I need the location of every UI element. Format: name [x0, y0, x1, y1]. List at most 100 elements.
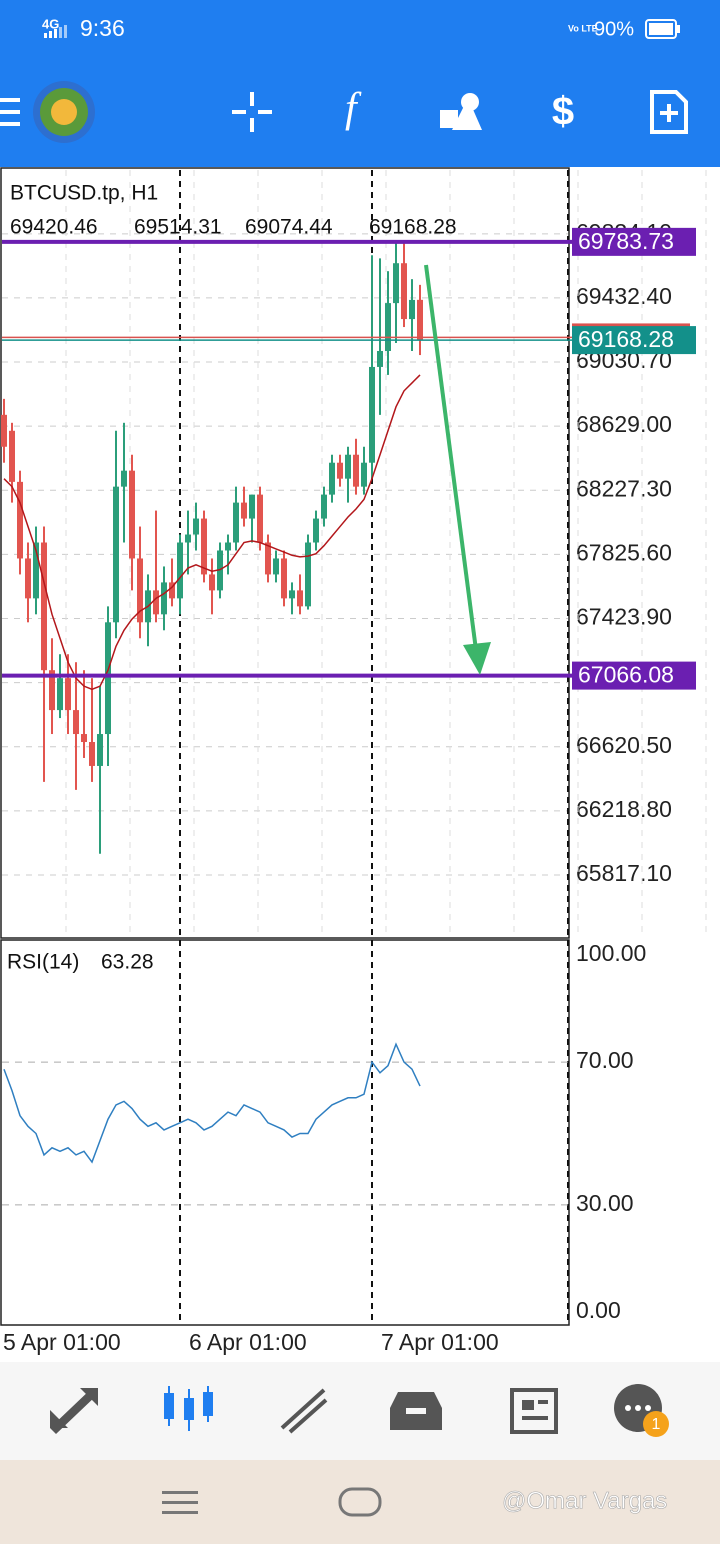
candle-body	[49, 670, 55, 711]
candle-body	[257, 494, 263, 543]
candle-body	[89, 742, 95, 766]
objects-button[interactable]	[440, 93, 482, 130]
watermark: @Omar Vargas	[502, 1487, 667, 1514]
candle-body	[201, 518, 207, 575]
new-order-button[interactable]	[650, 90, 688, 134]
level-label-bg	[572, 661, 696, 690]
system-nav	[0, 1460, 720, 1544]
candle-body	[281, 558, 287, 599]
chart-layer: 69834.1069432.4069030.7068629.0068227.30…	[1, 170, 707, 1355]
candle-body	[377, 350, 383, 367]
candle-body	[329, 462, 335, 495]
candle-body	[289, 590, 295, 599]
candle-body	[9, 430, 15, 482]
candle-body	[17, 481, 23, 559]
ohlc-value: 69514.31	[134, 216, 222, 239]
candle-body	[249, 494, 255, 519]
x-tick-label: 5 Apr 01:00	[3, 1329, 121, 1355]
candle-body	[385, 303, 391, 351]
history-tab[interactable]	[390, 1392, 442, 1430]
news-tab[interactable]	[510, 1388, 558, 1434]
candle-body	[265, 542, 271, 575]
rsi-title: RSI(14)	[7, 951, 79, 974]
candle-body	[169, 582, 175, 599]
ohlc-value: 69168.28	[369, 216, 457, 239]
trend-arrow	[424, 264, 491, 675]
y-tick-label: 70.00	[576, 1047, 634, 1073]
bid-label-bg	[572, 326, 696, 355]
candle-body	[337, 462, 343, 479]
symbol: BTCUSD.tp, H1	[10, 182, 158, 205]
clock: 9:36	[80, 15, 125, 41]
candle-body	[161, 582, 167, 615]
bottom-nav	[0, 1362, 720, 1460]
trade-button[interactable]: $	[552, 90, 574, 134]
ohlc-value: 69420.46	[10, 216, 98, 239]
bid-label: 69168.28	[578, 326, 674, 352]
candle-body	[33, 542, 39, 599]
crosshair-button[interactable]	[232, 92, 272, 132]
y-tick-label: 68629.00	[576, 411, 672, 437]
candle-body	[25, 558, 31, 599]
candle-body	[41, 542, 47, 671]
candle-body	[97, 734, 103, 766]
candle-body	[1, 414, 7, 447]
candle-body	[393, 263, 399, 304]
x-tick-label: 7 Apr 01:00	[381, 1329, 499, 1355]
level-label: 67066.08	[578, 662, 674, 688]
recent-apps-button[interactable]	[162, 1491, 198, 1514]
ohlc-value: 69074.44	[245, 216, 333, 239]
rsi-value: 63.28	[101, 951, 154, 974]
candle-body	[185, 534, 191, 543]
candle-body	[121, 470, 127, 487]
y-tick-label: 66218.80	[576, 796, 672, 822]
candle-body	[241, 502, 247, 519]
y-tick-label: 67825.60	[576, 539, 672, 565]
candle-body	[233, 502, 239, 543]
candle-body	[369, 366, 375, 463]
home-button[interactable]	[338, 1487, 382, 1517]
candle-body	[153, 590, 159, 615]
y-tick-label: 65817.10	[576, 860, 672, 886]
candle-body	[353, 454, 359, 487]
battery-level: 90%	[594, 18, 634, 40]
candle-body	[417, 299, 423, 341]
candle-body	[217, 550, 223, 591]
trade-tab[interactable]	[280, 1388, 328, 1434]
candle-body	[409, 299, 415, 320]
notification-badge: 1	[652, 1416, 661, 1433]
y-tick-label: 69432.40	[576, 283, 672, 309]
candle-body	[57, 678, 63, 711]
rsi-panel	[0, 939, 570, 1326]
y-tick-label: 67423.90	[576, 604, 672, 630]
candle-body	[297, 590, 303, 607]
candle-body	[81, 734, 87, 743]
candle-body	[193, 518, 199, 535]
candle-body	[105, 622, 111, 735]
level-label: 69783.73	[578, 228, 674, 254]
candle-body	[313, 518, 319, 543]
moving-average	[3, 374, 421, 691]
chat-tab[interactable]	[614, 1384, 669, 1437]
candle-body	[73, 710, 79, 735]
y-tick-label: 100.00	[576, 940, 646, 966]
y-tick-label: 66620.50	[576, 732, 672, 758]
candle-body	[137, 558, 143, 623]
candle-body	[345, 454, 351, 479]
candle-body	[113, 486, 119, 623]
candle-body	[129, 470, 135, 559]
level-label-bg	[572, 227, 696, 256]
app-header	[0, 0, 720, 167]
chart-tab[interactable]	[164, 1386, 213, 1431]
candle-body	[321, 494, 327, 519]
candle-body	[305, 542, 311, 607]
x-tick-label: 6 Apr 01:00	[189, 1329, 307, 1355]
candle-body	[273, 558, 279, 575]
candle-body	[177, 542, 183, 599]
candle-body	[65, 678, 71, 711]
quotes-tab[interactable]	[50, 1388, 98, 1434]
y-tick-label: 0.00	[576, 1297, 621, 1323]
menu-button[interactable]	[0, 98, 20, 126]
app-logo[interactable]	[33, 81, 95, 143]
